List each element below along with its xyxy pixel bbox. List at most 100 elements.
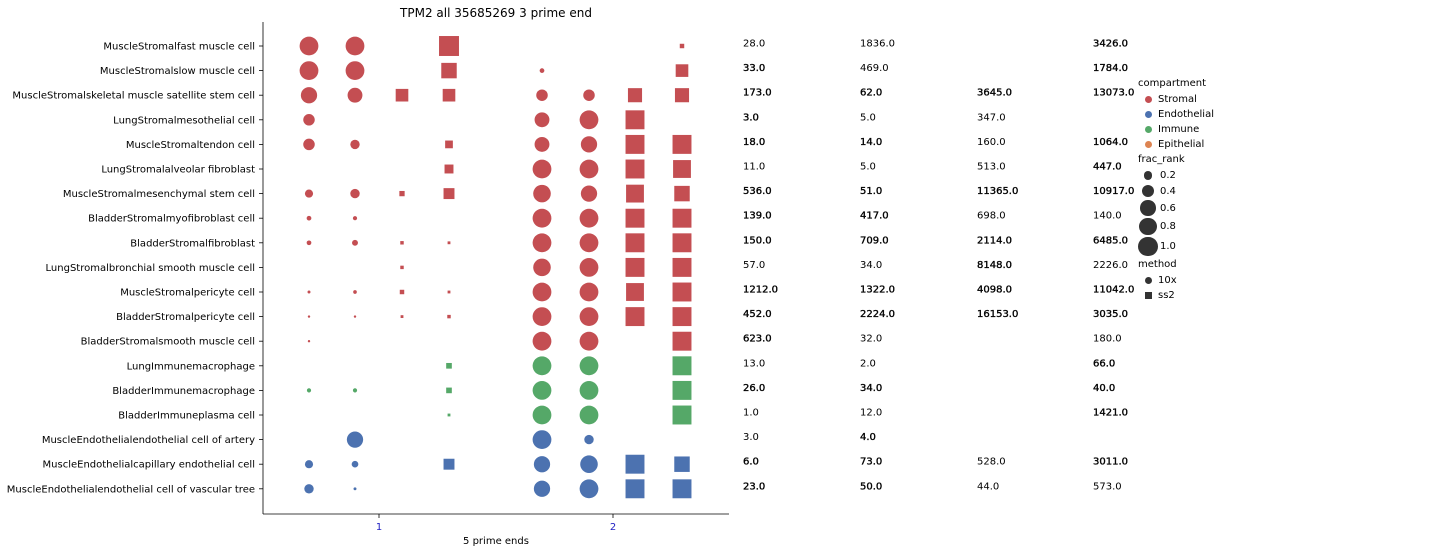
dot-marker	[579, 331, 599, 351]
dot-marker	[300, 87, 318, 104]
dot-marker	[579, 405, 599, 425]
dot-marker	[307, 315, 311, 318]
x-tick-label: 2	[610, 522, 616, 533]
legend: compartment Stromal Endothelial Immune Epit…	[1138, 76, 1214, 303]
square-marker	[626, 283, 644, 301]
row-label: MuscleEndothelialendothelial cell of vas…	[7, 484, 255, 495]
dot-marker	[345, 36, 365, 56]
value-label: 62.0	[860, 88, 882, 99]
value-label: 26.0	[743, 383, 765, 394]
legend-size-entries: 0.2 0.4 0.6 0.8 1.0	[1138, 168, 1214, 257]
square-marker	[673, 160, 691, 178]
legend-label: 10x	[1158, 275, 1177, 286]
legend-label: Immune	[1158, 124, 1200, 135]
dot-marker	[350, 139, 360, 150]
legend-marker	[1144, 96, 1152, 103]
row-labels: MuscleStromalfast muscle cell MuscleStrom…	[7, 42, 263, 495]
legend-size-item: 0.8	[1138, 217, 1214, 236]
row-label: MuscleEndothelialcapillary endothelial c…	[43, 460, 255, 471]
dot-marker	[306, 215, 312, 221]
dot-marker	[533, 456, 551, 473]
legend-marker	[1140, 200, 1156, 216]
value-label: 23.0	[743, 481, 765, 492]
dot-marker	[533, 184, 551, 203]
value-label: 1.0	[743, 408, 759, 419]
value-label: 33.0	[743, 63, 765, 74]
value-label: 3.0	[743, 432, 759, 443]
dot-marker	[579, 479, 599, 499]
value-label: 513.0	[977, 162, 1006, 173]
legend-compartment-entries: Stromal Endothelial Immune Epithelial	[1138, 92, 1214, 152]
legend-marker	[1144, 126, 1152, 133]
value-label: 50.0	[860, 481, 882, 492]
value-label: 3011.0	[1093, 457, 1128, 468]
value-label: 4.0	[860, 432, 876, 443]
chart-title: TPM2 all 35685269 3 prime end	[399, 6, 592, 20]
square-marker	[446, 362, 452, 369]
value-label: 32.0	[860, 334, 882, 345]
value-label: 5.0	[860, 162, 876, 173]
square-marker	[674, 185, 690, 202]
square-marker	[672, 282, 692, 302]
square-marker	[625, 134, 645, 154]
legend-method-title: method	[1138, 259, 1177, 270]
legend-label: 0.4	[1160, 185, 1176, 197]
dot-marker	[580, 136, 598, 153]
square-marker	[626, 184, 644, 203]
value-label: 160.0	[977, 137, 1006, 148]
square-marker	[672, 307, 692, 327]
value-label: 150.0	[743, 235, 772, 246]
square-marker	[400, 241, 404, 245]
legend-marker	[1144, 292, 1152, 299]
square-marker	[625, 307, 645, 327]
dot-marker	[534, 112, 550, 128]
row-label: MuscleStromalskeletal muscle satellite s…	[12, 91, 255, 102]
value-label: 57.0	[743, 260, 765, 271]
legend-label: 1.0	[1160, 241, 1176, 252]
square-marker	[672, 208, 692, 228]
value-label: 1836.0	[860, 39, 895, 50]
dot-marker	[533, 480, 551, 497]
value-label: 1784.0	[1093, 63, 1128, 74]
legend-method-item: 10x	[1138, 273, 1214, 288]
dot-marker	[532, 233, 552, 253]
dot-marker	[345, 61, 365, 80]
square-marker	[625, 257, 645, 277]
dot-marker	[532, 282, 552, 302]
square-marker	[446, 387, 452, 394]
legend-marker	[1138, 236, 1158, 257]
row-label: MuscleStromalpericyte cell	[120, 288, 255, 299]
legend-label: Stromal	[1158, 94, 1197, 105]
value-label: 66.0	[1093, 358, 1115, 369]
value-label: 698.0	[977, 211, 1006, 222]
legend-size-title: frac_rank	[1138, 154, 1185, 165]
legend-label: 0.6	[1160, 202, 1176, 214]
legend-size-item: 0.4	[1138, 183, 1214, 199]
square-marker	[625, 479, 645, 499]
row-label: MuscleStromalslow muscle cell	[100, 66, 255, 77]
dot-marker	[350, 188, 360, 199]
dot-marker	[347, 87, 363, 103]
value-label: 623.0	[743, 334, 772, 345]
dot-marker	[579, 282, 599, 302]
legend-label: Endothelial	[1158, 109, 1214, 120]
dot-marker	[583, 89, 595, 101]
value-label: 469.0	[860, 63, 889, 74]
value-label: 139.0	[743, 211, 772, 222]
dot-marker	[579, 208, 599, 228]
value-label: 34.0	[860, 260, 882, 271]
legend-compartment-item: Immune	[1138, 122, 1214, 137]
value-label: 3645.0	[977, 88, 1012, 99]
row-label: BladderImmunemacrophage	[112, 386, 255, 397]
value-label: 1212.0	[743, 285, 778, 296]
value-label: 40.0	[1093, 383, 1115, 394]
dot-marker	[304, 484, 314, 494]
dot-marker	[351, 460, 359, 468]
row-label: LungStromalmesothelial cell	[113, 115, 255, 126]
square-marker	[675, 64, 689, 77]
legend-marker	[1144, 141, 1152, 148]
dot-marker	[352, 388, 358, 393]
legend-compartment-item: Endothelial	[1138, 107, 1214, 122]
square-marker	[672, 479, 692, 499]
